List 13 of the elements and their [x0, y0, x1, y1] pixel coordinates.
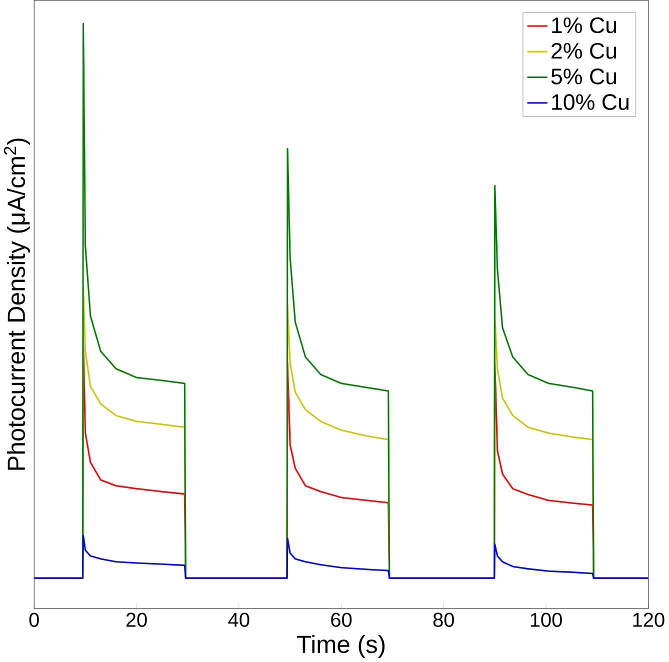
legend-label: 2% Cu — [552, 42, 616, 59]
legend-label: 10% Cu — [552, 94, 628, 110]
x-tick-label: 20 — [126, 612, 147, 627]
x-tick-label: 0 — [29, 612, 39, 627]
x-tick-label: 120 — [633, 612, 664, 627]
x-tick-label: 100 — [530, 612, 562, 627]
x-axis-title: Time (s) — [296, 635, 385, 658]
x-tick-label: 40 — [228, 612, 250, 627]
x-tick-label: 80 — [433, 612, 454, 627]
legend-label: 1% Cu — [552, 17, 616, 34]
legend-label: 5% Cu — [551, 68, 616, 84]
y-axis-title: Photocurrent Density (μA/cm$^{2}$) — [4, 138, 30, 470]
x-tick-label: 60 — [331, 612, 352, 627]
